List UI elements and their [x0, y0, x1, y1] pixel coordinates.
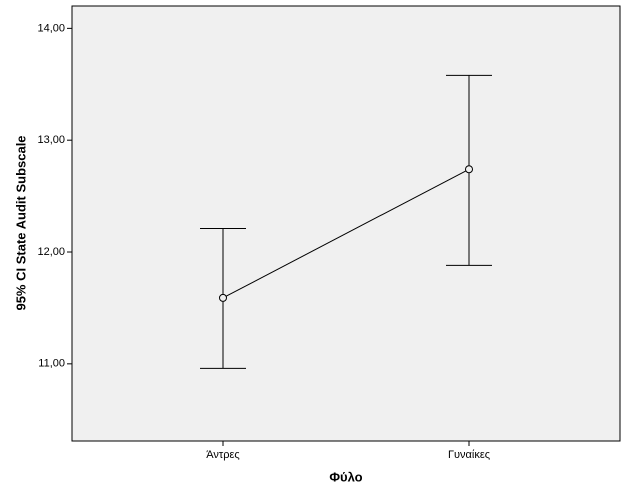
y-tick-label: 11,00	[38, 358, 65, 370]
mean-line	[222, 168, 470, 299]
x-tick-label: Άντρες	[206, 449, 239, 461]
mean-point	[219, 293, 227, 302]
y-tick-label: 14,00	[37, 22, 65, 34]
y-axis-title: 95% CI State Audit Subscale	[13, 135, 28, 310]
y-tick-label: 12,00	[37, 246, 65, 258]
plot-area	[71, 5, 621, 442]
y-tick-label: 13,00	[37, 134, 65, 146]
x-axis-title: Φύλο	[329, 469, 362, 484]
x-tick-label: Γυναίκες	[448, 449, 490, 461]
mean-point	[465, 165, 473, 174]
